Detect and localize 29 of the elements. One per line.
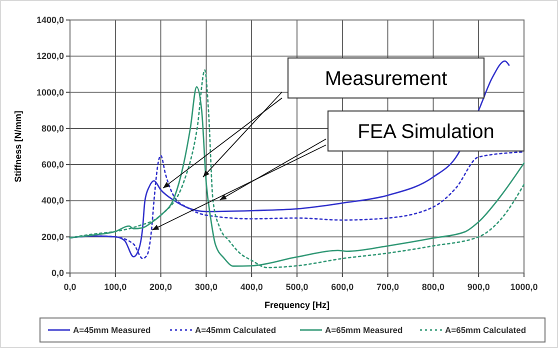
legend-label: A=65mm Calculated <box>445 325 526 335</box>
y-tick-label: 1000,0 <box>36 87 64 98</box>
x-tick-label: 500,0 <box>286 282 308 292</box>
y-tick-label: 1200,0 <box>36 51 64 62</box>
x-tick-label: 0,0 <box>64 282 76 292</box>
x-axis-title: Frequency [Hz] <box>264 300 330 310</box>
x-tick-label: 1000,0 <box>510 282 538 292</box>
y-tick-label: 1400,0 <box>36 15 64 25</box>
x-tick-label: 900,0 <box>467 282 490 292</box>
y-tick-label: 0,0 <box>51 268 64 278</box>
y-tick-label: 400,0 <box>41 196 64 206</box>
y-tick-label: 200,0 <box>41 232 64 242</box>
y-tick-label: 800,0 <box>41 123 64 134</box>
x-tick-label: 600,0 <box>331 282 354 292</box>
legend-label: A=45mm Calculated <box>195 325 276 335</box>
legend-label: A=65mm Measured <box>325 325 403 335</box>
x-tick-label: 100,0 <box>104 282 127 292</box>
annotation: FEA Simulation <box>358 121 494 143</box>
annotation: Measurement <box>324 68 448 90</box>
callout-box: Measurement <box>288 58 484 98</box>
x-tick-label: 700,0 <box>376 282 400 292</box>
x-tick-label: 800,0 <box>422 282 444 292</box>
x-tick-label: 400,0 <box>240 282 263 292</box>
y-tick-label: 600,0 <box>41 160 64 170</box>
legend-label: A=45mm Measured <box>73 325 151 335</box>
x-tick-label: 200,0 <box>150 282 172 292</box>
callout-box: FEA Simulation <box>328 110 524 152</box>
y-axis-title: Stiffness [N/mm] <box>13 110 23 182</box>
x-tick-label: 300,0 <box>194 282 218 292</box>
